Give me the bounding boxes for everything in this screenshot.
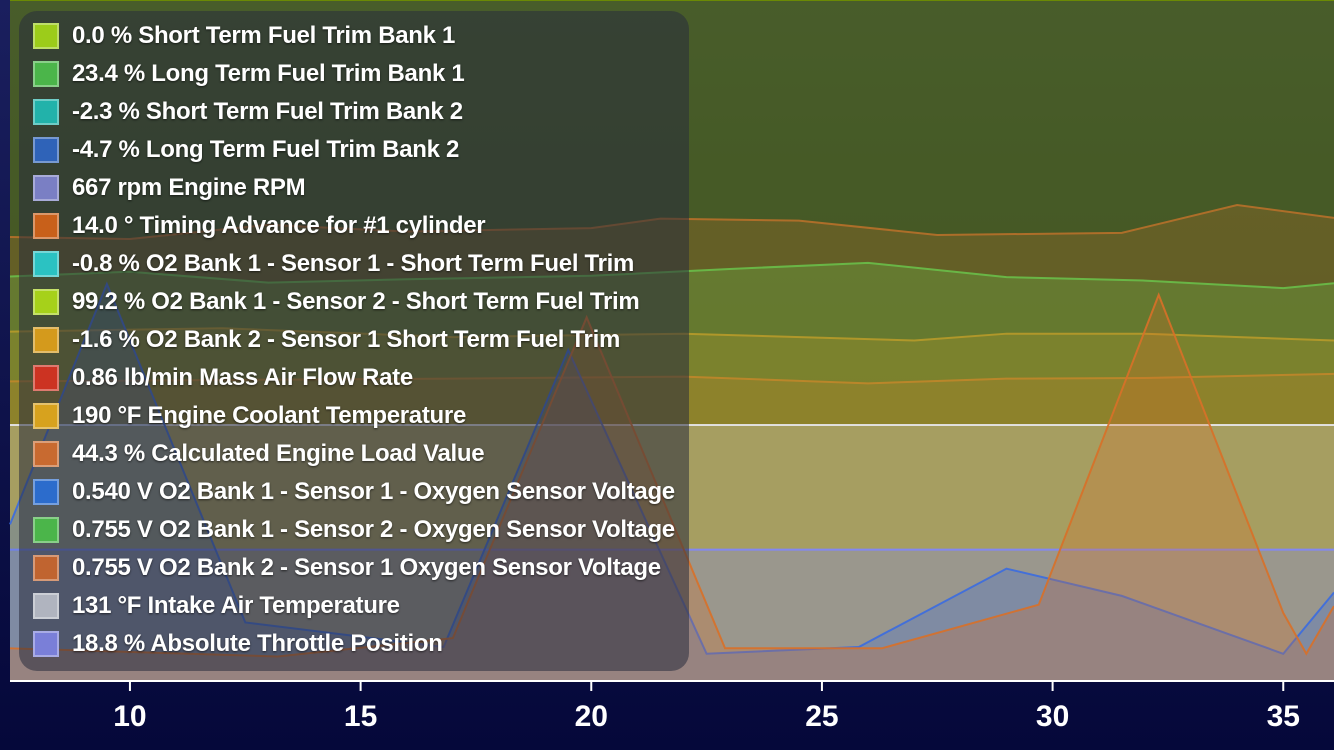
series-area-7 bbox=[10, 283, 1334, 681]
legend-swatch bbox=[33, 23, 59, 49]
legend-label: 190 °F Engine Coolant Temperature bbox=[72, 402, 466, 429]
legend-item[interactable]: 44.3 % Calculated Engine Load Value bbox=[33, 435, 689, 473]
legend-item[interactable]: 667 rpm Engine RPM bbox=[33, 169, 689, 207]
legend-swatch bbox=[33, 137, 59, 163]
legend-label: 14.0 ° Timing Advance for #1 cylinder bbox=[72, 212, 486, 239]
legend-item[interactable]: 0.0 % Short Term Fuel Trim Bank 1 bbox=[33, 17, 689, 55]
legend-swatch bbox=[33, 631, 59, 657]
legend-label: 23.4 % Long Term Fuel Trim Bank 1 bbox=[72, 60, 465, 87]
x-tick-label: 10 bbox=[113, 700, 147, 733]
legend-swatch bbox=[33, 251, 59, 277]
legend-label: -1.6 % O2 Bank 2 - Sensor 1 Short Term F… bbox=[72, 326, 620, 353]
legend-label: -4.7 % Long Term Fuel Trim Bank 2 bbox=[72, 136, 460, 163]
x-tick-label: 20 bbox=[574, 700, 608, 733]
legend-label: 0.755 V O2 Bank 1 - Sensor 2 - Oxygen Se… bbox=[72, 516, 675, 543]
legend-item[interactable]: 0.86 lb/min Mass Air Flow Rate bbox=[33, 359, 689, 397]
legend-item[interactable]: 14.0 ° Timing Advance for #1 cylinder bbox=[33, 207, 689, 245]
legend-item[interactable]: 99.2 % O2 Bank 1 - Sensor 2 - Short Term… bbox=[33, 283, 689, 321]
legend-item[interactable]: 0.540 V O2 Bank 1 - Sensor 1 - Oxygen Se… bbox=[33, 473, 689, 511]
legend-swatch bbox=[33, 61, 59, 87]
legend-swatch bbox=[33, 403, 59, 429]
legend-swatch bbox=[33, 441, 59, 467]
legend-item[interactable]: 131 °F Intake Air Temperature bbox=[33, 587, 689, 625]
legend-swatch bbox=[33, 555, 59, 581]
legend-swatch bbox=[33, 517, 59, 543]
legend-item[interactable]: 23.4 % Long Term Fuel Trim Bank 1 bbox=[33, 55, 689, 93]
legend-item[interactable]: 190 °F Engine Coolant Temperature bbox=[33, 397, 689, 435]
legend-item[interactable]: -2.3 % Short Term Fuel Trim Bank 2 bbox=[33, 93, 689, 131]
legend-label: -2.3 % Short Term Fuel Trim Bank 2 bbox=[72, 98, 463, 125]
legend-swatch bbox=[33, 479, 59, 505]
legend-swatch bbox=[33, 289, 59, 315]
x-tick-label: 30 bbox=[1035, 700, 1070, 733]
legend-label: 667 rpm Engine RPM bbox=[72, 174, 306, 201]
tick-layer bbox=[128, 681, 1285, 691]
legend-item[interactable]: 0.755 V O2 Bank 1 - Sensor 2 - Oxygen Se… bbox=[33, 511, 689, 549]
legend-swatch bbox=[33, 365, 59, 391]
legend-swatch bbox=[33, 99, 59, 125]
legend-label: 44.3 % Calculated Engine Load Value bbox=[72, 440, 485, 467]
legend-label: 0.540 V O2 Bank 1 - Sensor 1 - Oxygen Se… bbox=[72, 478, 675, 505]
legend-label: 99.2 % O2 Bank 1 - Sensor 2 - Short Term… bbox=[72, 288, 640, 315]
legend-swatch bbox=[33, 213, 59, 239]
legend-label: 18.8 % Absolute Throttle Position bbox=[72, 630, 443, 657]
x-tick-label: 25 bbox=[805, 700, 839, 733]
legend-label: 0.0 % Short Term Fuel Trim Bank 1 bbox=[72, 22, 456, 49]
legend-label: -0.8 % O2 Bank 1 - Sensor 1 - Short Term… bbox=[72, 250, 635, 277]
legend-swatch bbox=[33, 593, 59, 619]
legend-label: 0.755 V O2 Bank 2 - Sensor 1 Oxygen Sens… bbox=[72, 554, 661, 581]
legend-label: 131 °F Intake Air Temperature bbox=[72, 592, 400, 619]
legend-swatch bbox=[33, 327, 59, 353]
legend-item[interactable]: -0.8 % O2 Bank 1 - Sensor 1 - Short Term… bbox=[33, 245, 689, 283]
x-tick-label: 35 bbox=[1266, 700, 1300, 733]
legend-item[interactable]: -4.7 % Long Term Fuel Trim Bank 2 bbox=[33, 131, 689, 169]
legend-item[interactable]: 0.755 V O2 Bank 2 - Sensor 1 Oxygen Sens… bbox=[33, 549, 689, 587]
legend-label: 0.86 lb/min Mass Air Flow Rate bbox=[72, 364, 413, 391]
legend-swatch bbox=[33, 175, 59, 201]
legend-panel: 0.0 % Short Term Fuel Trim Bank 1 23.4 % … bbox=[19, 11, 689, 671]
x-tick-label: 15 bbox=[343, 700, 378, 733]
legend-item[interactable]: 18.8 % Absolute Throttle Position bbox=[33, 625, 689, 663]
legend-item[interactable]: -1.6 % O2 Bank 2 - Sensor 1 Short Term F… bbox=[33, 321, 689, 359]
